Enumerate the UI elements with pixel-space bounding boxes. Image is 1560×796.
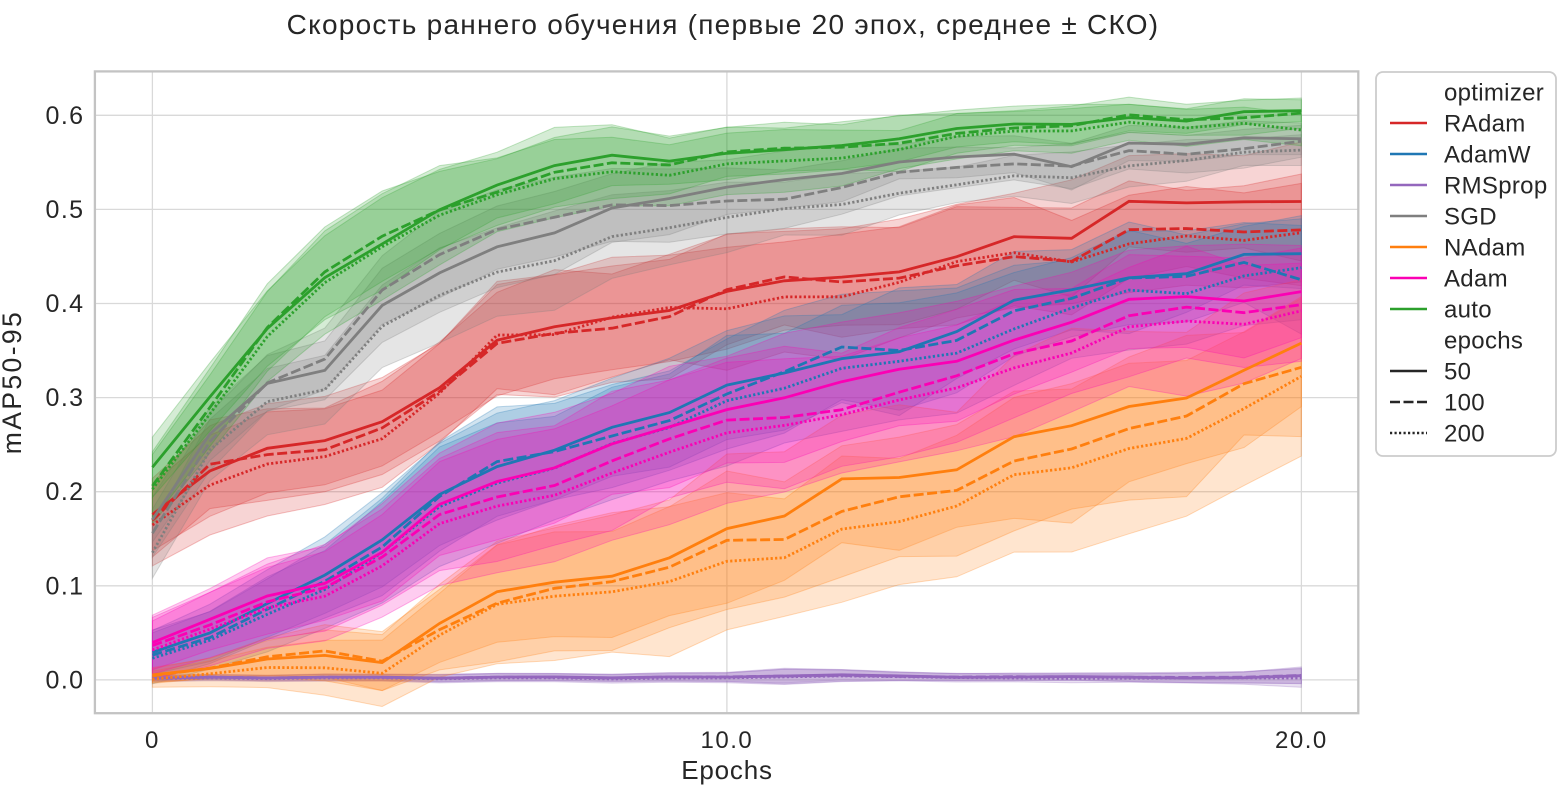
svg-text:AdamW: AdamW — [1444, 142, 1531, 169]
svg-text:50: 50 — [1444, 359, 1471, 386]
svg-text:auto: auto — [1444, 297, 1492, 324]
svg-text:0.4: 0.4 — [46, 290, 85, 318]
svg-text:0.2: 0.2 — [46, 478, 85, 506]
svg-text:mAP50-95: mAP50-95 — [0, 310, 27, 454]
svg-text:0.5: 0.5 — [46, 196, 85, 224]
svg-text:0.3: 0.3 — [46, 384, 85, 412]
svg-text:optimizer: optimizer — [1444, 80, 1544, 107]
svg-text:NAdam: NAdam — [1444, 235, 1526, 262]
svg-text:RMSprop: RMSprop — [1444, 173, 1547, 200]
svg-text:Adam: Adam — [1444, 266, 1508, 293]
svg-text:RAdam: RAdam — [1444, 111, 1526, 138]
svg-text:Epochs: Epochs — [681, 755, 773, 785]
svg-text:20.0: 20.0 — [1275, 727, 1328, 754]
svg-text:0.0: 0.0 — [46, 666, 85, 694]
svg-text:0.6: 0.6 — [46, 102, 85, 130]
svg-text:0.1: 0.1 — [46, 572, 85, 600]
svg-text:200: 200 — [1444, 421, 1485, 448]
svg-text:0: 0 — [145, 727, 160, 754]
svg-text:100: 100 — [1444, 390, 1485, 417]
svg-text:SGD: SGD — [1444, 204, 1497, 231]
svg-text:Скорость раннего обучения (пер: Скорость раннего обучения (первые 20 эпо… — [287, 9, 1160, 40]
svg-text:epochs: epochs — [1444, 328, 1523, 355]
svg-text:10.0: 10.0 — [701, 727, 754, 754]
